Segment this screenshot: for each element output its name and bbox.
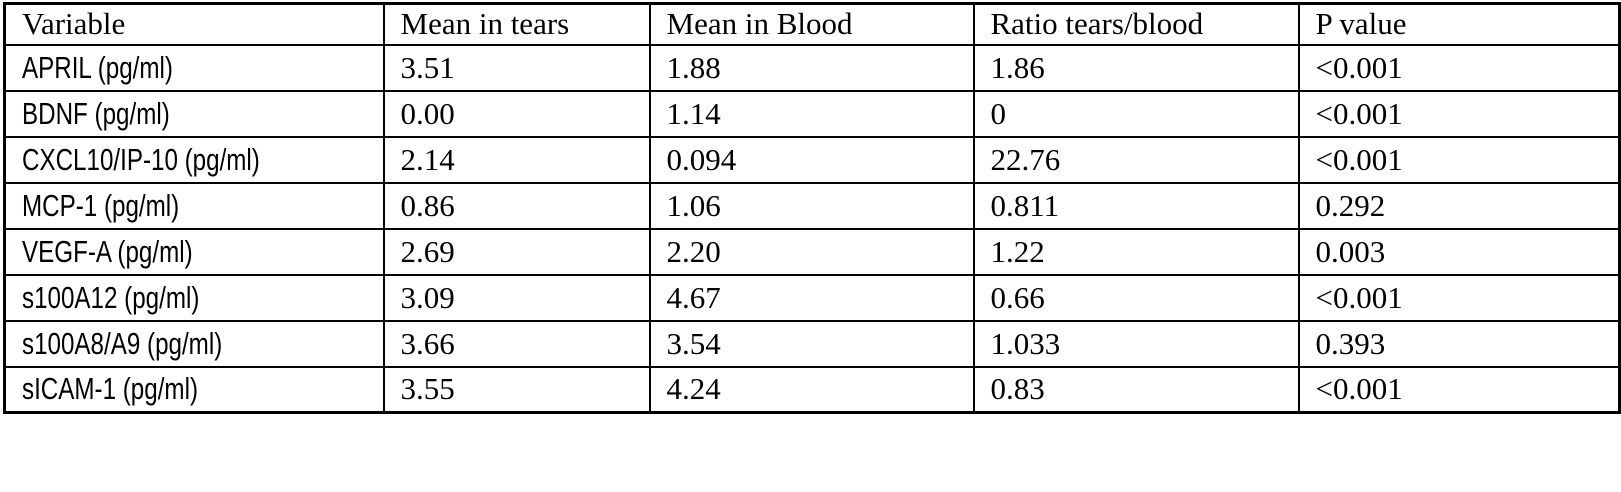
table-row-mcp1: MCP-1 (pg/ml) 0.86 1.06 0.811 0.292 [3, 181, 1621, 230]
p-value-cell: <0.001 [1297, 365, 1621, 414]
column-header-p-value: P value [1297, 2, 1621, 46]
table-row-sicam1: sICAM-1 (pg/ml) 3.55 4.24 0.83 <0.001 [3, 365, 1621, 414]
table-row-s100a8a9: s100A8/A9 (pg/ml) 3.66 3.54 1.033 0.393 [3, 319, 1621, 368]
variable-label: sICAM-1 (pg/ml) [22, 371, 198, 407]
column-header-variable: Variable [3, 2, 385, 46]
ratio-cell: 0.811 [972, 181, 1300, 230]
mean-tears-cell: 2.14 [382, 135, 651, 184]
mean-tears-cell: 0.00 [382, 89, 651, 138]
table-row-cxcl10: CXCL10/IP-10 (pg/ml) 2.14 0.094 22.76 <0… [3, 135, 1621, 184]
table-row-april: APRIL (pg/ml) 3.51 1.88 1.86 <0.001 [3, 43, 1621, 92]
variable-cell: APRIL (pg/ml) [3, 43, 385, 92]
variable-label: s100A12 (pg/ml) [22, 279, 200, 315]
p-value-cell: <0.001 [1297, 273, 1621, 322]
mean-tears-cell: 3.09 [382, 273, 651, 322]
ratio-cell: 0.66 [972, 273, 1300, 322]
variable-cell: BDNF (pg/ml) [3, 89, 385, 138]
variable-label: APRIL (pg/ml) [22, 49, 173, 85]
ratio-cell: 0.83 [972, 365, 1300, 414]
column-header-mean-tears: Mean in tears [382, 2, 651, 46]
variable-label: BDNF (pg/ml) [22, 95, 170, 131]
p-value-cell: 0.393 [1297, 319, 1621, 368]
results-table: Variable Mean in tears Mean in Blood Rat… [3, 2, 1621, 414]
ratio-cell: 22.76 [972, 135, 1300, 184]
mean-blood-cell: 2.20 [648, 227, 975, 276]
table-header-row: Variable Mean in tears Mean in Blood Rat… [3, 2, 1621, 46]
p-value-cell: <0.001 [1297, 135, 1621, 184]
mean-tears-cell: 3.66 [382, 319, 651, 368]
mean-blood-cell: 4.67 [648, 273, 975, 322]
variable-label: MCP-1 (pg/ml) [22, 187, 180, 223]
variable-label: VEGF-A (pg/ml) [22, 233, 193, 269]
variable-cell: s100A8/A9 (pg/ml) [3, 319, 385, 368]
mean-blood-cell: 4.24 [648, 365, 975, 414]
p-value-cell: 0.003 [1297, 227, 1621, 276]
table-row-s100a12: s100A12 (pg/ml) 3.09 4.67 0.66 <0.001 [3, 273, 1621, 322]
variable-cell: MCP-1 (pg/ml) [3, 181, 385, 230]
variable-cell: s100A12 (pg/ml) [3, 273, 385, 322]
mean-blood-cell: 1.88 [648, 43, 975, 92]
p-value-cell: <0.001 [1297, 43, 1621, 92]
mean-blood-cell: 1.06 [648, 181, 975, 230]
mean-tears-cell: 3.51 [382, 43, 651, 92]
variable-cell: VEGF-A (pg/ml) [3, 227, 385, 276]
column-header-ratio: Ratio tears/blood [972, 2, 1300, 46]
table-row-bdnf: BDNF (pg/ml) 0.00 1.14 0 <0.001 [3, 89, 1621, 138]
mean-blood-cell: 3.54 [648, 319, 975, 368]
p-value-cell: 0.292 [1297, 181, 1621, 230]
table-row-vegfa: VEGF-A (pg/ml) 2.69 2.20 1.22 0.003 [3, 227, 1621, 276]
ratio-cell: 0 [972, 89, 1300, 138]
column-header-mean-blood: Mean in Blood [648, 2, 975, 46]
variable-cell: sICAM-1 (pg/ml) [3, 365, 385, 414]
ratio-cell: 1.86 [972, 43, 1300, 92]
variable-cell: CXCL10/IP-10 (pg/ml) [3, 135, 385, 184]
mean-blood-cell: 1.14 [648, 89, 975, 138]
mean-tears-cell: 3.55 [382, 365, 651, 414]
ratio-cell: 1.22 [972, 227, 1300, 276]
mean-blood-cell: 0.094 [648, 135, 975, 184]
mean-tears-cell: 0.86 [382, 181, 651, 230]
mean-tears-cell: 2.69 [382, 227, 651, 276]
ratio-cell: 1.033 [972, 319, 1300, 368]
variable-label: CXCL10/IP-10 (pg/ml) [22, 141, 260, 177]
variable-label: s100A8/A9 (pg/ml) [22, 325, 223, 361]
p-value-cell: <0.001 [1297, 89, 1621, 138]
